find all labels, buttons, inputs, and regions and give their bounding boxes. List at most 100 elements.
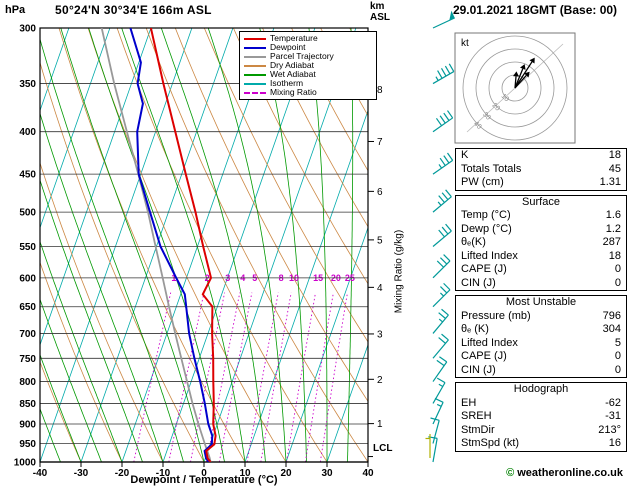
wind-barb: [432, 377, 446, 404]
temp-tick-label: -30: [74, 468, 89, 479]
stat-row: CAPE (J) 0: [456, 350, 626, 364]
stat-row: EH -62: [456, 397, 626, 411]
pressure-tick-label: 1000: [14, 458, 37, 469]
stats-panel: K 18 Totals Totals 45 PW (cm) 1.31 Surface Temp…: [455, 148, 627, 456]
stat-value: -31: [605, 410, 621, 422]
mixing-ratio-line: [218, 292, 253, 462]
isotherm-line: [285, 226, 368, 462]
stat-label: CIN (J): [461, 363, 496, 376]
pressure-tick-label: 600: [19, 273, 36, 284]
stat-value: 0: [614, 350, 621, 362]
panel-indices: K 18 Totals Totals 45 PW (cm) 1.31: [455, 148, 627, 191]
legend-swatch-mixing-ratio: [244, 91, 266, 94]
stat-row: CIN (J) 0: [456, 364, 626, 378]
wind-barb: [432, 282, 451, 308]
legend-label: Wet Adiabat: [270, 69, 316, 79]
stat-value: 0: [614, 363, 621, 376]
pressure-tick-label: 950: [19, 439, 36, 450]
copyright-symbol: ©: [506, 467, 515, 479]
km-tick-label: 2: [377, 375, 383, 386]
pressure-tick-label: 850: [19, 399, 36, 410]
stat-row: θₑ (K) 304: [456, 323, 626, 337]
hodograph-ring-label: 40: [472, 120, 483, 131]
stat-row: Lifted Index 5: [456, 337, 626, 351]
stat-row: Totals Totals 45: [456, 163, 626, 177]
panel-title: Hodograph: [513, 383, 569, 395]
lcl-marker-label: LCL: [373, 443, 393, 454]
wind-barb: [432, 397, 444, 425]
temp-tick-label: 0: [201, 468, 207, 479]
stat-label: StmDir: [461, 423, 495, 436]
stat-label: Lifted Index: [461, 336, 518, 349]
panel-hodograph: Hodograph EH -62 SREH -31 StmDir 213° StmSpd (k…: [455, 382, 627, 452]
hodograph-ring-label: 30: [481, 111, 492, 122]
mixing-ratio-axis-title: Mixing Ratio (g/kg): [393, 229, 405, 314]
stat-value: 16: [608, 437, 621, 449]
stat-row: Dewp (°C) 1.2: [456, 223, 626, 237]
copyright-text: weatheronline.co.uk: [517, 467, 623, 479]
mixing-ratio-line: [304, 292, 334, 462]
temperature-curve: [149, 28, 217, 462]
wind-barb: [432, 10, 456, 29]
legend-swatch-dewpoint: [244, 46, 266, 49]
legend-label: Isotherm: [270, 78, 304, 88]
stat-row: StmSpd (kt) 16: [456, 437, 626, 451]
pressure-tick-label: 750: [19, 354, 36, 365]
stat-value: 45: [608, 162, 621, 175]
stat-row: CAPE (J) 0: [456, 263, 626, 277]
wet-adiabat-line: [40, 407, 61, 462]
isotherm-line: [40, 28, 152, 347]
km-tick-label: 3: [377, 329, 383, 340]
hodograph-unit-label: kt: [461, 38, 469, 49]
stat-label: Pressure (mb): [461, 309, 531, 322]
isotherm-line: [80, 28, 234, 462]
stat-label: StmSpd (kt): [461, 437, 520, 449]
wind-barb: [432, 254, 451, 279]
wind-barb: [432, 356, 448, 382]
wind-barb: [432, 308, 449, 334]
panel-most-unstable: Most Unstable Pressure (mb) 796 θₑ (K) 304 Li…: [455, 295, 627, 378]
wind-barb: [432, 110, 454, 133]
stat-label: CIN (J): [461, 276, 496, 289]
stat-row: Pressure (mb) 796: [456, 310, 626, 324]
stat-label: SREH: [461, 410, 492, 422]
dry-adiabat-line: [233, 28, 368, 285]
km-tick-label: 5: [377, 235, 383, 246]
stat-row: K 18: [456, 149, 626, 163]
km-tick-label: 8: [377, 85, 383, 96]
mixing-ratio-line: [260, 292, 292, 462]
stat-label: CAPE (J): [461, 263, 507, 275]
wind-barb: [432, 63, 455, 85]
stat-value: 0: [614, 263, 621, 275]
legend-item-isotherm: Isotherm: [244, 79, 372, 88]
temp-tick-label: 20: [280, 468, 292, 479]
legend-label: Temperature: [270, 33, 318, 43]
dry-adiabat-line: [262, 28, 368, 228]
legend-label: Dry Adiabat: [270, 60, 314, 70]
altitude-axis-unit: km ASL: [370, 1, 390, 23]
stat-value: 18: [608, 149, 621, 161]
temp-tick-label: -20: [115, 468, 130, 479]
stat-value: 796: [602, 309, 621, 322]
legend-label: Mixing Ratio: [270, 87, 317, 97]
stat-row: θₑ(K) 287: [456, 236, 626, 250]
legend-label: Dewpoint: [270, 42, 306, 52]
legend-item-mixing-ratio: Mixing Ratio: [244, 88, 372, 97]
stat-row: CIN (J) 0: [456, 277, 626, 291]
stat-label: CAPE (J): [461, 350, 507, 362]
hodograph-ring: [488, 61, 542, 115]
stat-row: Temp (°C) 1.6: [456, 209, 626, 223]
pressure-tick-label: 350: [19, 79, 36, 90]
legend-label: Parcel Trajectory: [270, 51, 334, 61]
panel-surface: Surface Temp (°C) 1.6 Dewp (°C) 1.2 θₑ(K) 287 L…: [455, 194, 627, 291]
copyright: © weatheronline.co.uk: [455, 467, 623, 479]
stat-value: 1.31: [599, 176, 621, 188]
hodograph-ring: [462, 35, 568, 141]
stat-label: Totals Totals: [461, 162, 522, 175]
mixing-ratio-line: [206, 292, 241, 462]
panel-title: Most Unstable: [505, 296, 577, 308]
legend-swatch-parcel: [244, 55, 266, 58]
